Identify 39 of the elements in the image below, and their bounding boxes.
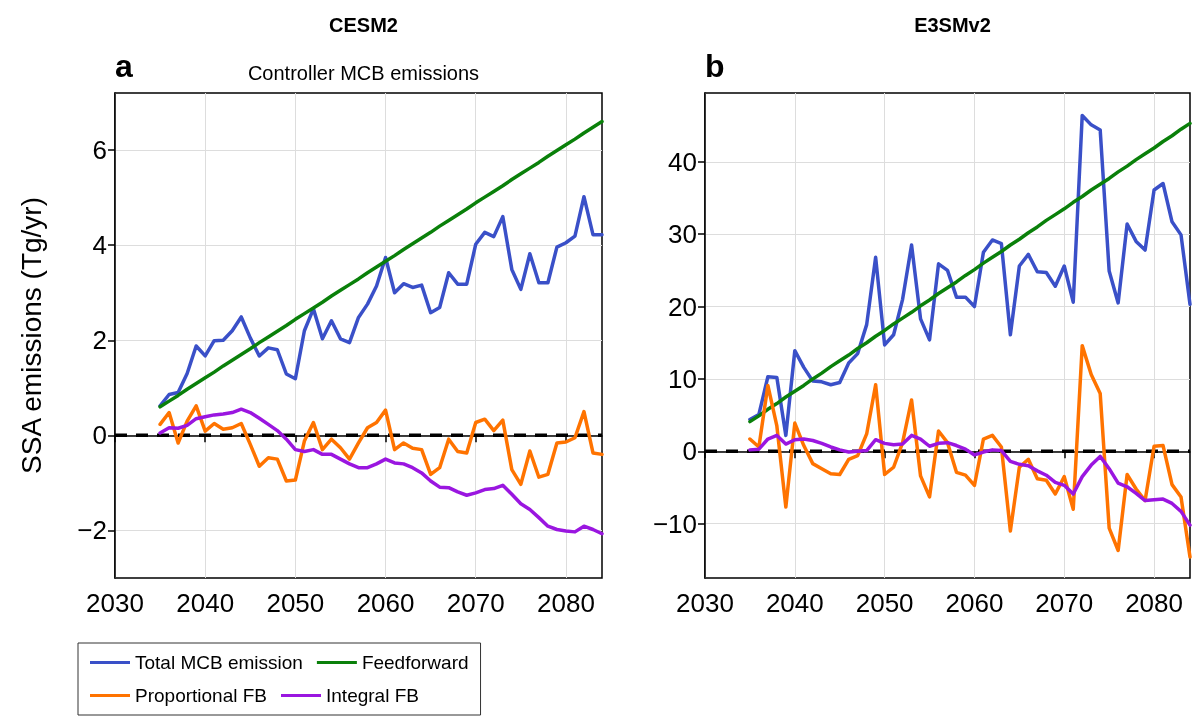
legend-label: Proportional FB <box>135 685 268 706</box>
x-tick-label: 2070 <box>446 588 505 618</box>
x-tick-label: 2060 <box>356 588 415 618</box>
y-tick-label: 0 <box>92 420 107 451</box>
y-tick-label: 0 <box>682 436 697 467</box>
y-tick-label: −2 <box>77 515 107 546</box>
line-series <box>748 433 1192 527</box>
legend-label: Feedforward <box>361 652 469 673</box>
line-series <box>158 404 604 487</box>
x-tick-label: 2030 <box>86 588 144 618</box>
y-tick-label: 10 <box>668 363 697 394</box>
chart-title: E3SMv2 <box>914 14 991 36</box>
y-tick-label: 4 <box>92 230 107 261</box>
line-series <box>158 119 604 409</box>
x-tick-label: 2040 <box>176 588 235 618</box>
y-tick-label: 2 <box>92 325 107 356</box>
text: b <box>705 48 725 84</box>
text: a <box>115 48 133 84</box>
x-tick-label: 2030 <box>676 588 734 618</box>
x-tick-label: 2080 <box>1125 588 1183 618</box>
x-tick-label: 2050 <box>266 588 325 618</box>
line-series <box>158 407 604 536</box>
y-tick-label: 40 <box>668 146 697 177</box>
chart-subtitle: Controller MCB emissions <box>247 62 480 84</box>
y-tick-label: −10 <box>652 508 697 539</box>
x-tick-label: 2060 <box>945 588 1004 618</box>
x-tick-label: 2070 <box>1035 588 1094 618</box>
chart-title: CESM2 <box>329 14 398 36</box>
x-tick-label: 2050 <box>855 588 914 618</box>
y-tick-label: 20 <box>668 291 697 322</box>
y-tick-label: 6 <box>92 135 107 166</box>
x-tick-label: 2040 <box>765 588 824 618</box>
line-series <box>158 194 604 408</box>
line-series <box>748 343 1192 559</box>
x-tick-label: 2080 <box>537 588 595 618</box>
y-axis-title: SSA emissions (Tg/yr) <box>15 197 47 474</box>
y-tick-label: 30 <box>668 219 697 250</box>
legend-label: Integral FB <box>326 685 419 706</box>
legend-label: Total MCB emission <box>135 652 303 673</box>
